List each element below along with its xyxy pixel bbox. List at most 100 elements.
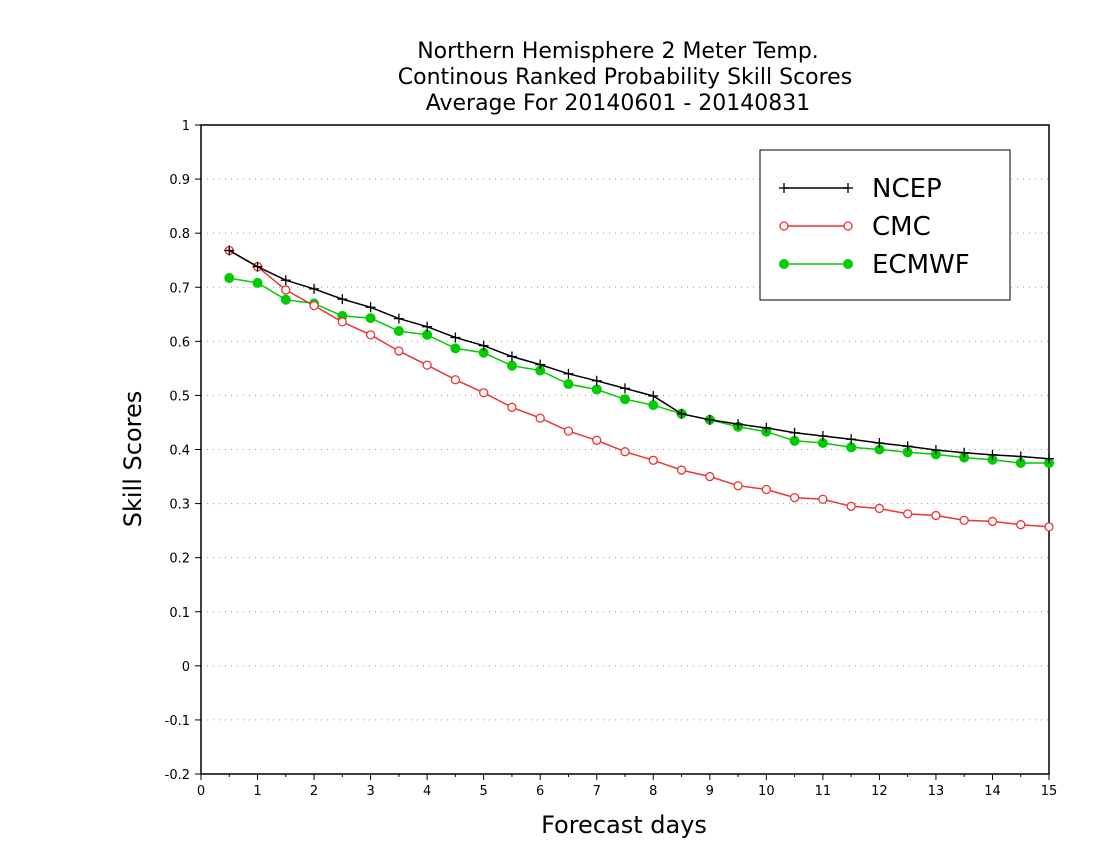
legend-item-ncep: NCEP	[779, 174, 942, 204]
y-tick-label: -0.2	[165, 768, 190, 783]
data-point-ncep	[930, 445, 941, 456]
series-ncep	[224, 245, 1054, 464]
legend-label-cmc: CMC	[872, 212, 931, 242]
y-axis-label: Skill Scores	[119, 391, 147, 528]
legend-marker-ncep	[843, 183, 853, 193]
data-point-cmc	[733, 481, 743, 491]
chart-title-line-2: Continous Ranked Probability Skill Score…	[398, 65, 852, 90]
data-point-cmc	[676, 465, 687, 475]
data-point-ncep	[337, 294, 348, 305]
x-tick-label: 14	[984, 784, 1001, 799]
data-series	[224, 245, 1054, 532]
series-line-ncep	[228, 249, 1050, 460]
x-tick-label: 5	[480, 784, 488, 799]
data-point-cmc	[1016, 520, 1026, 530]
chart-title-line-1: Northern Hemisphere 2 Meter Temp.	[417, 39, 819, 64]
data-point-ncep	[1015, 451, 1026, 462]
x-tick-label: 0	[197, 784, 205, 799]
data-point-ecmwf	[365, 313, 376, 324]
data-point-ecmwf	[393, 326, 404, 337]
data-point-ecmwf	[224, 273, 235, 284]
y-tick-label: 0.2	[169, 552, 190, 567]
data-point-cmc	[931, 510, 941, 521]
y-tick-label: 0.3	[169, 498, 190, 513]
data-point-ncep	[648, 390, 659, 401]
data-point-ncep	[563, 368, 574, 379]
data-point-ecmwf	[620, 394, 630, 405]
data-point-ecmwf	[591, 384, 602, 395]
legend-marker-cmc	[779, 221, 789, 231]
y-tick-label: -0.1	[165, 714, 190, 729]
data-point-cmc	[705, 471, 715, 482]
data-point-ncep	[309, 283, 320, 294]
x-tick-label: 9	[706, 784, 714, 799]
data-point-ncep	[252, 261, 263, 272]
data-point-cmc	[365, 330, 376, 340]
y-tick-label: 0.6	[169, 335, 190, 350]
data-point-cmc	[959, 515, 969, 525]
series-line-cmc	[228, 249, 1050, 528]
data-point-cmc	[450, 375, 461, 385]
data-point-cmc	[422, 360, 432, 370]
data-point-ncep	[676, 408, 687, 419]
data-point-ncep	[704, 414, 715, 425]
data-point-cmc	[1044, 522, 1054, 532]
legend-box	[759, 149, 1011, 301]
y-tick-label: 0.4	[169, 444, 190, 459]
data-point-ncep	[874, 438, 885, 449]
data-point-ncep	[450, 332, 461, 343]
data-point-ncep	[761, 422, 772, 433]
axes: -0.2-0.100.10.20.30.40.50.60.70.80.910 1 2…	[165, 119, 1058, 799]
data-point-ncep	[422, 321, 433, 332]
data-point-cmc	[507, 402, 517, 412]
data-point-cmc	[479, 388, 489, 398]
data-point-ncep	[224, 245, 235, 256]
data-point-cmc	[281, 285, 291, 295]
data-point-ecmwf	[280, 294, 291, 305]
x-tick-label: 1	[253, 784, 261, 799]
data-point-ncep	[393, 313, 404, 324]
data-point-cmc	[394, 346, 404, 356]
legend-label-ecmwf: ECMWF	[872, 250, 970, 280]
series-line-ecmwf	[229, 277, 1049, 464]
x-tick-label: 12	[871, 784, 888, 799]
data-point-ncep	[478, 340, 489, 351]
data-point-ncep	[535, 359, 546, 370]
series-ecmwf	[224, 273, 1054, 469]
x-tick-label: 8	[649, 784, 657, 799]
data-point-ncep	[959, 447, 970, 458]
data-point-ncep	[365, 302, 376, 313]
legend-marker-ecmwf	[779, 259, 789, 269]
data-point-ncep	[817, 430, 828, 441]
x-tick-label: 7	[593, 784, 601, 799]
data-point-ecmwf	[506, 360, 517, 371]
legend-item-cmc: CMC	[779, 212, 931, 242]
data-point-ncep	[902, 441, 913, 452]
x-tick-label: 3	[366, 784, 374, 799]
data-point-ecmwf	[252, 277, 263, 288]
data-point-cmc	[818, 494, 828, 504]
x-tick-label: 10	[758, 784, 775, 799]
y-tick-label: 1	[182, 119, 190, 134]
data-point-ncep	[733, 419, 744, 430]
y-tick-label: 0	[182, 660, 190, 675]
x-tick-label: 4	[423, 784, 431, 799]
legend-marker-cmc	[843, 221, 853, 231]
data-point-cmc	[309, 300, 319, 311]
x-axis-label: Forecast days	[541, 811, 707, 839]
x-tick-label: 11	[815, 784, 832, 799]
data-point-ncep	[620, 383, 630, 394]
y-tick-label: 0.1	[169, 606, 190, 621]
y-tick-label: 0.9	[169, 173, 190, 188]
legend: NCEP CMC ECMWF	[759, 149, 1011, 301]
data-point-cmc	[337, 317, 347, 327]
data-point-ncep	[987, 449, 998, 460]
data-point-ncep	[506, 351, 517, 362]
legend-marker-ncep	[779, 183, 789, 193]
data-point-ecmwf	[563, 379, 574, 390]
data-point-ncep	[846, 434, 857, 445]
data-point-cmc	[535, 413, 545, 423]
series-cmc	[224, 245, 1054, 532]
data-point-ncep	[280, 275, 291, 286]
